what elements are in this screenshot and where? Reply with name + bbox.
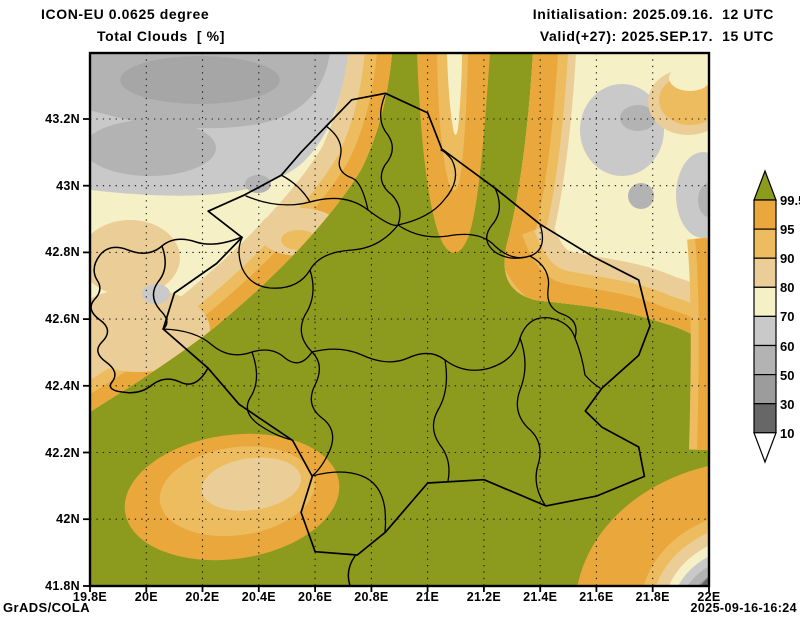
x-tick-label: 21.8E [635, 590, 670, 604]
colorbar-band [753, 403, 777, 434]
colorbar-band [753, 315, 777, 347]
colorbar-label: 30 [780, 397, 795, 412]
colorbar-band [753, 286, 777, 317]
y-tick-label: 42.4N [45, 378, 80, 393]
neighbour-borders [90, 236, 356, 586]
fill-right-edge-orange [695, 237, 709, 451]
colorbar-label: 99.5 [780, 193, 800, 208]
contour-fill-layers [90, 53, 709, 586]
x-tick-label: 20E [134, 590, 158, 604]
colorbar-label: 50 [780, 368, 795, 383]
x-tick-label: 20.4E [241, 590, 276, 604]
fill-corner-rings [577, 465, 709, 586]
y-tick-label: 42.6N [45, 312, 80, 327]
colorbar-label: 70 [780, 309, 795, 324]
x-tick-label: 19.8E [72, 590, 108, 604]
x-tick-label: 21.6E [579, 590, 614, 604]
colorbar-top-arrow [753, 169, 777, 201]
colorbar-band [753, 199, 777, 230]
y-tick-label: 42.8N [45, 245, 80, 260]
init-time-label: Initialisation: 2025.09.16. 12 UTC [532, 6, 774, 22]
axis-frame [83, 51, 711, 592]
x-tick-label: 21.2E [466, 590, 501, 604]
colorbar-label: 95 [780, 222, 795, 237]
map-borders [90, 92, 651, 586]
grid-lines [90, 53, 709, 586]
colorbar-bottom-arrow [753, 432, 777, 464]
fill-blob-southwest [124, 433, 340, 561]
x-axis-ticks [89, 586, 710, 592]
y-tick-label: 42N [56, 512, 80, 527]
colorbar-label: 90 [780, 251, 795, 266]
x-tick-label: 20.6E [298, 590, 333, 604]
colorbar-band [753, 228, 777, 259]
y-tick-label: 43N [56, 178, 80, 193]
colorbar-band [753, 344, 777, 376]
x-tick-label: 20.2E [185, 590, 220, 604]
model-title: ICON-EU 0.0625 degree [41, 6, 210, 22]
y-tick-label: 42.2N [45, 445, 80, 460]
x-tick-label: 21E [416, 590, 440, 604]
y-tick-label: 41.8N [45, 579, 80, 593]
colorbar-label: 60 [780, 339, 795, 354]
colorbar-band [753, 374, 777, 405]
x-tick-label: 21.4E [523, 590, 558, 604]
district-borders [162, 94, 601, 533]
grads-credit: GrADS/COLA [3, 600, 91, 615]
y-axis-ticks [83, 118, 90, 587]
y-tick-label: 43.2N [45, 112, 80, 126]
x-tick-label: 22E [697, 590, 721, 604]
fill-region-west-detail [90, 53, 392, 412]
x-tick-label: 20.8E [354, 590, 389, 604]
colorbar-label: 80 [780, 280, 795, 295]
colorbar-band [753, 257, 777, 288]
colorbar [753, 169, 777, 464]
variable-title: Total Clouds [ %] [97, 28, 225, 44]
valid-time-label: Valid(+27): 2025.SEP.17. 15 UTC [539, 28, 774, 44]
colorbar-label: 10 [780, 426, 795, 441]
fill-column-cream [447, 53, 462, 135]
creation-timestamp: 2025-09-16-16:24 [690, 601, 797, 615]
